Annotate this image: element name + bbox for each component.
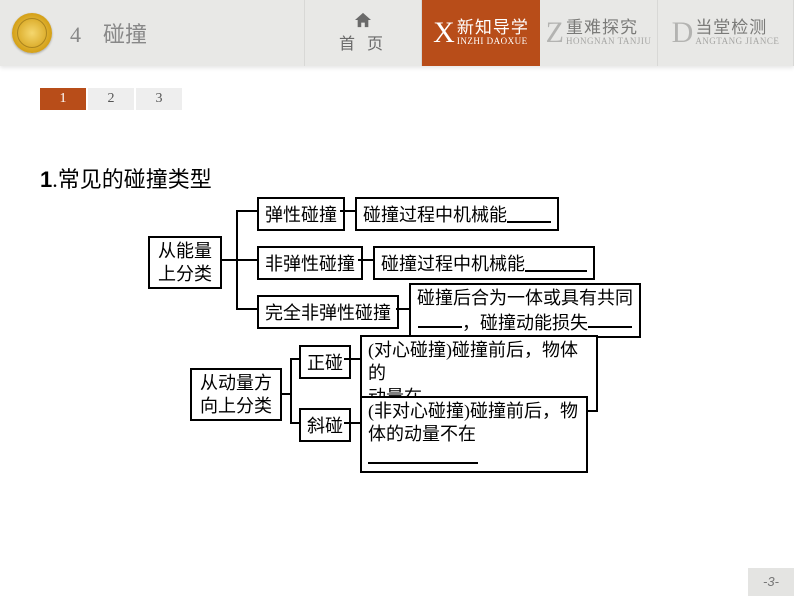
connector: [236, 308, 257, 310]
nav-home[interactable]: 首 页: [304, 0, 422, 66]
page-number: -3-: [748, 568, 794, 596]
blank: [588, 310, 632, 329]
tab-en: HONGNAN TANJIU: [566, 37, 651, 47]
root-energy: 从能量 上分类: [148, 236, 222, 289]
blank: [507, 205, 551, 224]
tab-xinzhi[interactable]: X 新知导学 INZHI DAOXUE: [422, 0, 540, 66]
collision-diagram: 从能量 上分类 弹性碰撞 非弹性碰撞 完全非弹性碰撞 碰撞过程中机械能 碰撞过程…: [40, 186, 680, 466]
chapter-title: 碰撞: [103, 22, 147, 47]
blank: [525, 254, 587, 273]
home-icon: [354, 12, 372, 28]
connector: [222, 259, 236, 261]
node-perfectly-inelastic: 完全非弹性碰撞: [257, 295, 399, 329]
tab-cn: 新知导学: [457, 19, 529, 38]
connector: [344, 358, 360, 360]
root-momentum: 从动量方 向上分类: [190, 368, 282, 421]
node-oblique-desc: (非对心碰撞)碰撞前后，物 体的动量不在: [360, 396, 588, 473]
tab-zhongnan[interactable]: Z 重难探究 HONGNAN TANJIU: [540, 0, 658, 66]
connector: [290, 422, 299, 424]
tab-cn: 当堂检测: [695, 19, 779, 38]
page-2[interactable]: 2: [88, 88, 134, 110]
logo-area: 4 碰撞: [0, 0, 304, 66]
connector: [282, 393, 290, 395]
node-head-on: 正碰: [299, 345, 351, 379]
tab-cn: 重难探究: [566, 19, 651, 38]
tab-dangtang[interactable]: D 当堂检测 ANGTANG JIANCE: [658, 0, 794, 66]
node-elastic: 弹性碰撞: [257, 197, 345, 231]
header-bar: 4 碰撞 首 页 X 新知导学 INZHI DAOXUE Z 重难探究 HONG…: [0, 0, 794, 66]
content: 1.常见的碰撞类型 从能量 上分类 弹性碰撞 非弹性碰撞 完全非弹性碰撞 碰撞过…: [40, 162, 774, 194]
logo-icon: [12, 13, 52, 53]
connector: [236, 259, 257, 261]
chapter-number: 4: [70, 22, 81, 47]
node-inelastic: 非弹性碰撞: [257, 246, 363, 280]
pager: 1 2 3: [40, 88, 182, 110]
blank: [418, 310, 462, 329]
node-oblique: 斜碰: [299, 408, 351, 442]
node-inelastic-desc: 碰撞过程中机械能: [373, 246, 595, 280]
chapter-label: 4 碰撞: [70, 17, 147, 49]
node-perfectly-inelastic-desc: 碰撞后合为一体或具有共同 ，碰撞动能损失: [409, 283, 641, 338]
connector: [344, 422, 360, 424]
connector: [358, 259, 373, 261]
page-1[interactable]: 1: [40, 88, 86, 110]
connector: [396, 308, 409, 310]
page-3[interactable]: 3: [136, 88, 182, 110]
connector: [290, 358, 299, 360]
nav-home-label: 首 页: [339, 30, 387, 54]
blank: [368, 445, 478, 464]
tab-letter: D: [672, 16, 694, 50]
connector: [236, 210, 257, 212]
connector: [340, 210, 355, 212]
node-elastic-desc: 碰撞过程中机械能: [355, 197, 559, 231]
tab-en: INZHI DAOXUE: [457, 37, 529, 47]
tab-letter: X: [433, 16, 455, 50]
tab-en: ANGTANG JIANCE: [695, 37, 779, 47]
connector: [290, 358, 292, 422]
tab-letter: Z: [546, 16, 564, 50]
